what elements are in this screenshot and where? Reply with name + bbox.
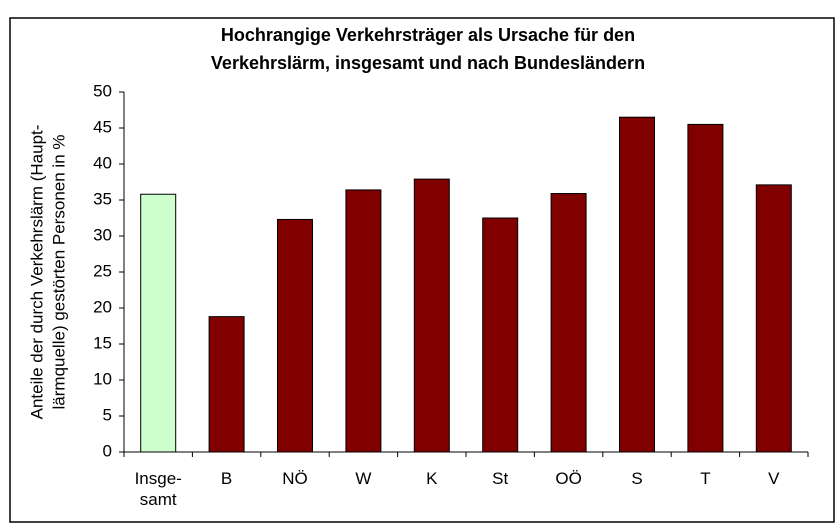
- x-tick-label: W: [355, 469, 372, 488]
- y-tick-label: 30: [93, 225, 112, 244]
- x-tick-label: T: [700, 469, 711, 488]
- y-tick-label: 25: [93, 261, 112, 280]
- bar: [277, 218, 313, 453]
- bar: [550, 193, 587, 453]
- x-tick-label: B: [220, 469, 233, 488]
- bar: [345, 189, 382, 453]
- bar: [687, 123, 724, 453]
- y-tick-label: 5: [103, 405, 112, 424]
- x-tick-label: OÖ: [555, 469, 582, 488]
- chart-title: Hochrangige Verkehrsträger als Ursache f…: [221, 25, 635, 45]
- x-tick-label: K: [426, 469, 438, 488]
- bar: [413, 178, 450, 453]
- y-tick-label: 45: [93, 117, 112, 136]
- bar: [482, 217, 519, 453]
- bar: [140, 193, 177, 453]
- y-tick-label: 20: [93, 297, 112, 316]
- y-tick-label: 15: [93, 333, 112, 352]
- bar: [755, 184, 792, 453]
- x-tick-label: V: [768, 469, 780, 488]
- chart-title: Verkehrslärm, insgesamt und nach Bundesl…: [211, 53, 645, 73]
- y-tick-label: 35: [93, 189, 112, 208]
- y-axis-label: Anteile der durch Verkehrslärm (Haupt-: [27, 125, 46, 420]
- y-tick-label: 0: [103, 441, 112, 460]
- y-tick-label: 10: [93, 369, 112, 388]
- x-tick-label: St: [492, 469, 509, 488]
- bar: [619, 116, 655, 453]
- y-tick-label: 50: [93, 81, 112, 100]
- x-tick-label: Insge- samt: [134, 469, 182, 509]
- x-tick-label: NÖ: [282, 469, 308, 488]
- y-tick-label: 40: [93, 153, 112, 172]
- x-tick-label: S: [631, 469, 643, 488]
- bar: [208, 316, 245, 453]
- y-axis-label: lärmquelle) gestörten Personen in %: [49, 135, 68, 410]
